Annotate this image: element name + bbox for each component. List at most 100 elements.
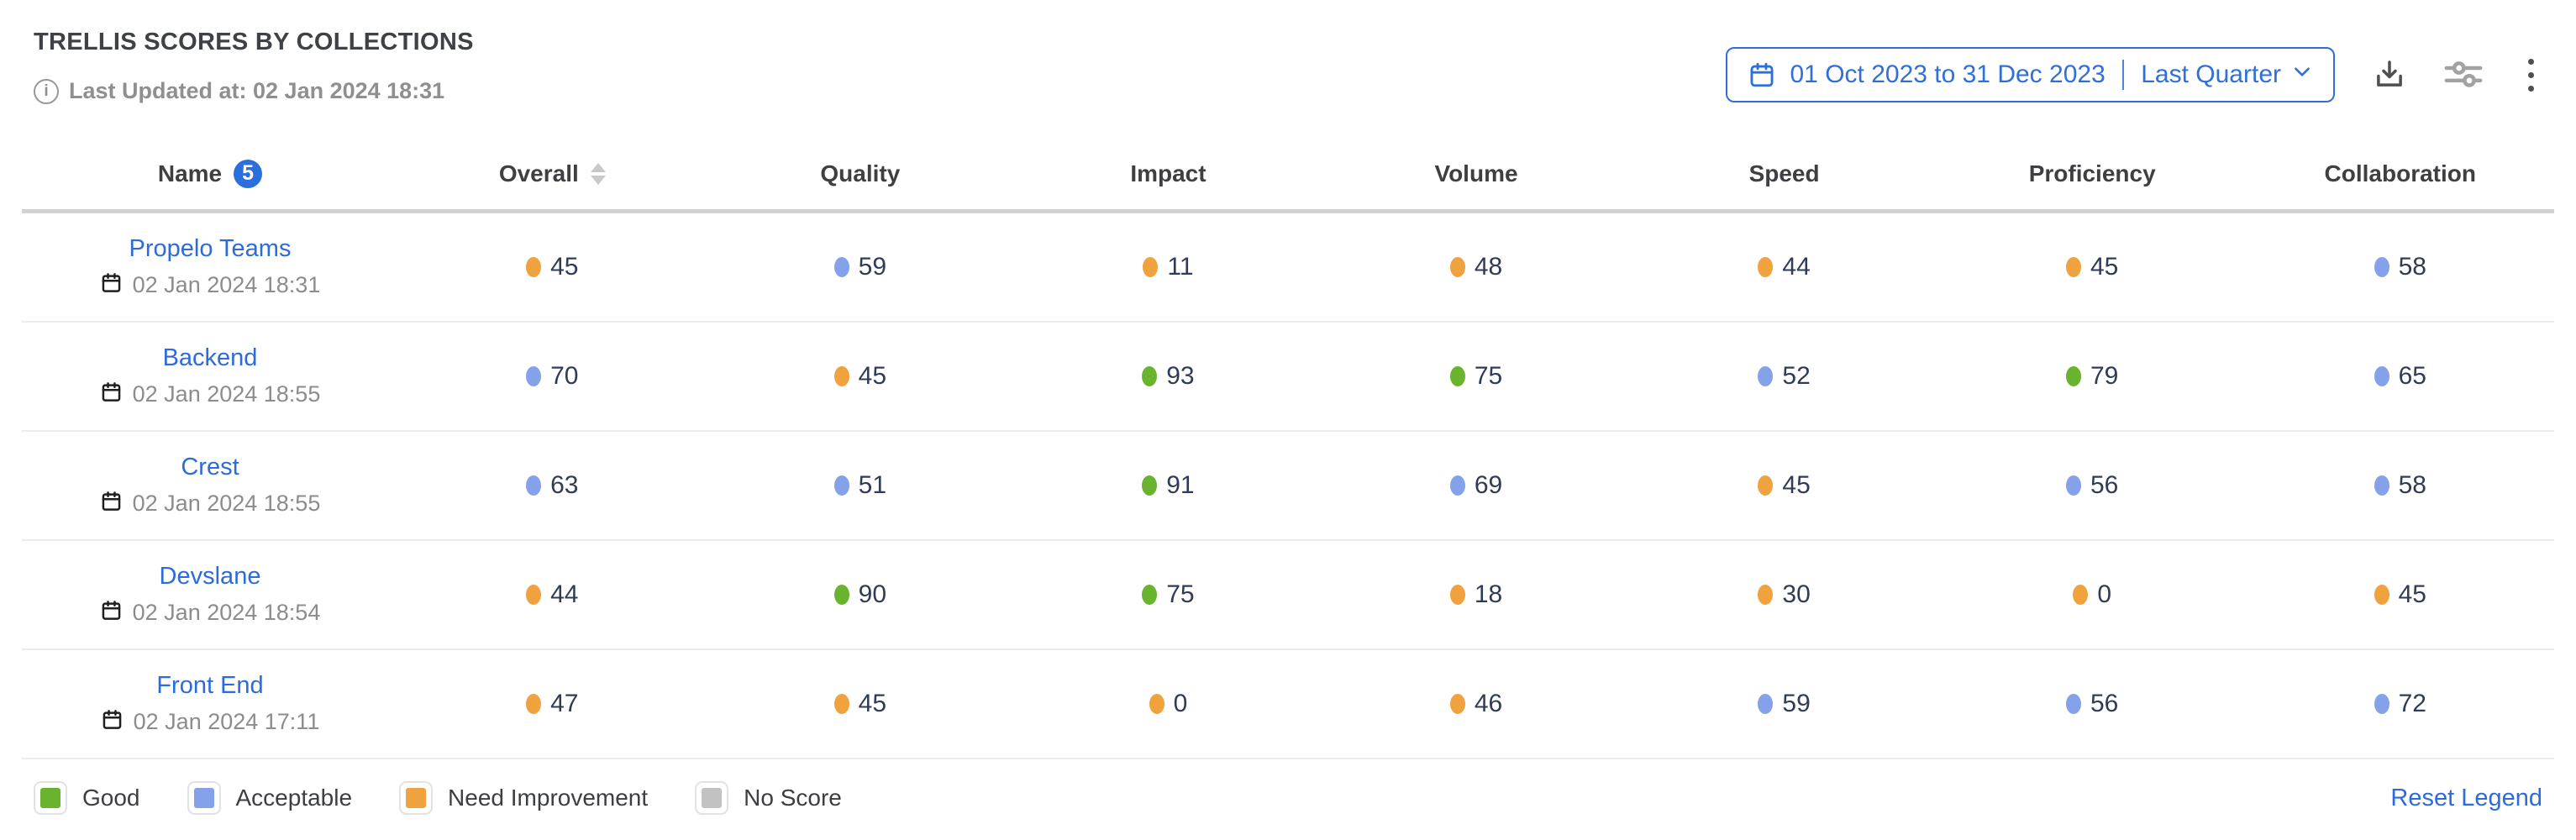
score-cell-quality: 45 [707,362,1015,391]
status-dot [1142,475,1158,496]
score-value: 45 [550,253,579,281]
status-dot [2065,475,2081,496]
status-dot [2073,585,2089,605]
scores-table: Name 5 Overall Quality Impact Volume Spe… [22,138,2554,763]
column-header-speed[interactable]: Speed [1630,160,1938,187]
status-dot [526,585,542,605]
calendar-icon [101,708,124,737]
score-value: 91 [1166,471,1195,499]
score-cell-volume: 69 [1322,471,1631,500]
info-icon: i [34,78,59,104]
score-value: 75 [1166,580,1195,608]
legend-swatch-frame [695,781,729,815]
status-dot [2374,475,2389,496]
status-dot [1449,585,1465,605]
collection-link[interactable]: Propelo Teams [129,234,292,262]
score-cell-overall: 70 [398,362,707,391]
score-cell-overall: 45 [398,253,707,281]
score-value: 47 [550,690,579,717]
status-dot [1449,475,1465,496]
collection-link[interactable]: Devslane [159,562,261,590]
collection-link[interactable]: Backend [162,344,258,371]
score-value: 51 [858,471,887,499]
date-range-picker[interactable]: 01 Oct 2023 to 31 Dec 2023 Last Quarter [1726,47,2335,102]
status-dot [526,475,542,496]
need-improvement-swatch [406,788,427,808]
score-value: 30 [1782,580,1811,608]
calendar-icon [100,271,123,300]
column-header-label: Speed [1748,160,1820,186]
status-dot [1142,366,1158,386]
score-cell-impact: 11 [1014,253,1322,281]
score-cell-proficiency: 45 [1938,253,2247,281]
score-value: 93 [1166,362,1195,390]
row-updated-at: 02 Jan 2024 18:54 [132,600,321,625]
more-options-button[interactable] [2520,55,2542,95]
kebab-dot [2528,58,2534,65]
score-cell-impact: 0 [1014,690,1322,718]
score-value: 58 [2398,471,2426,499]
status-dot [1449,694,1465,714]
column-header-collaboration[interactable]: Collaboration [2246,160,2554,187]
widget-settings-button[interactable] [2444,56,2483,94]
column-header-overall[interactable]: Overall [398,160,707,187]
score-cell-proficiency: 0 [1938,580,2247,609]
score-value: 44 [550,580,579,608]
calendar-icon [100,599,123,627]
reset-legend-link[interactable]: Reset Legend [2390,784,2542,811]
score-value: 11 [1167,253,1194,281]
score-cell-overall: 44 [398,580,707,609]
download-button[interactable] [2372,56,2407,94]
name-cell: Backend 02 Jan 2024 18:55 [22,344,398,409]
score-value: 59 [1782,690,1811,717]
score-cell-collaboration: 58 [2246,471,2554,500]
score-cell-overall: 47 [398,690,707,718]
score-cell-proficiency: 56 [1938,690,2247,718]
score-value: 45 [2090,253,2119,281]
status-dot [833,694,849,714]
collection-link[interactable]: Crest [181,453,239,480]
collection-link[interactable]: Front End [156,671,264,699]
score-value: 70 [550,362,579,390]
widget-header: TRELLIS SCORES BY COLLECTIONS i Last Upd… [0,0,2576,133]
score-value: 56 [2090,471,2119,499]
legend-item-good[interactable]: Good [34,781,140,815]
score-value: 59 [858,253,887,281]
score-cell-quality: 59 [707,253,1015,281]
status-dot [1449,257,1465,277]
column-header-label: Collaboration [2324,160,2476,186]
legend-swatch-frame [34,781,67,815]
status-dot [2065,366,2081,386]
score-value: 72 [2398,690,2426,717]
status-dot [526,694,542,714]
status-dot [2374,694,2389,714]
kebab-dot [2528,71,2534,78]
score-value: 18 [1474,580,1503,608]
column-header-name[interactable]: Name 5 [22,159,398,188]
no-score-swatch [702,788,723,808]
score-value: 90 [858,580,887,608]
status-dot [833,366,849,386]
score-cell-volume: 46 [1322,690,1631,718]
score-value: 48 [1474,253,1503,281]
status-dot [833,475,849,496]
last-updated: i Last Updated at: 02 Jan 2024 18:31 [34,78,474,104]
score-cell-collaboration: 65 [2246,362,2554,391]
score-value: 52 [1782,362,1811,390]
score-value: 45 [858,690,887,717]
calendar-icon [100,490,123,518]
sort-icon[interactable] [590,162,606,185]
column-header-proficiency[interactable]: Proficiency [1938,160,2247,187]
legend-item-acceptable[interactable]: Acceptable [187,781,352,815]
legend-item-need-improvement[interactable]: Need Improvement [399,781,648,815]
score-cell-proficiency: 79 [1938,362,2247,391]
column-header-quality[interactable]: Quality [707,160,1015,187]
score-legend: Good Acceptable Need Improvement No Scor… [0,763,2576,840]
score-cell-collaboration: 58 [2246,253,2554,281]
column-header-volume[interactable]: Volume [1322,160,1631,187]
score-value: 69 [1474,471,1503,499]
legend-item-no-score[interactable]: No Score [695,781,842,815]
column-header-impact[interactable]: Impact [1014,160,1322,187]
row-updated-at: 02 Jan 2024 18:55 [132,381,321,407]
